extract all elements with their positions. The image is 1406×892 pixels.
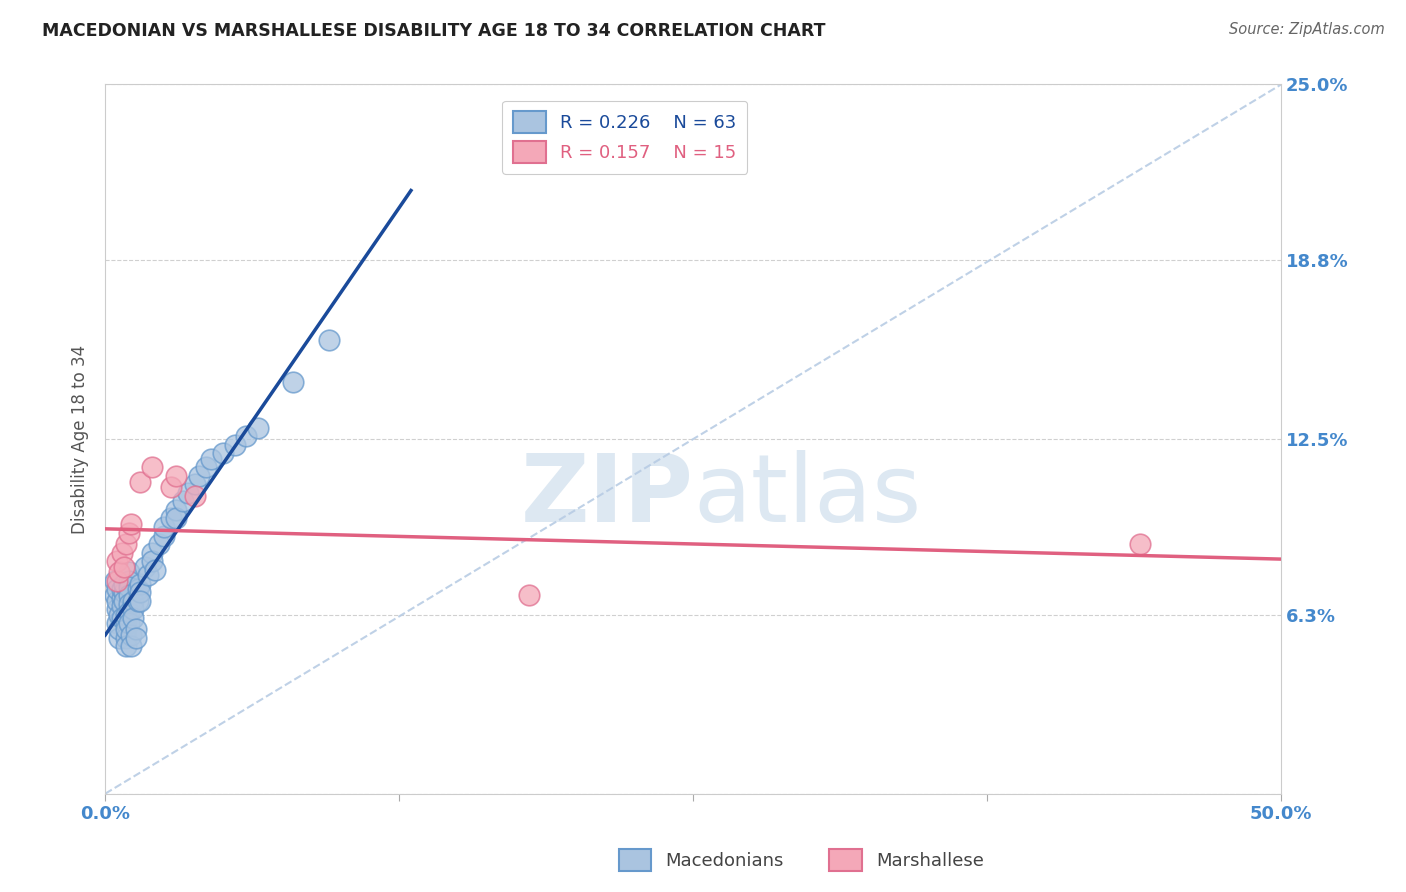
Point [118, 597, 141, 611]
Point [111, 599, 134, 614]
Point [120, 517, 142, 532]
Point [120, 628, 142, 642]
Point [108, 566, 131, 580]
Point [122, 594, 145, 608]
Point [112, 559, 135, 574]
Point [118, 605, 141, 619]
Point [143, 563, 166, 577]
Legend: R = 0.226    N = 63, R = 0.157    N = 15: R = 0.226 N = 63, R = 0.157 N = 15 [502, 101, 747, 174]
Point [118, 525, 141, 540]
Text: atlas: atlas [693, 450, 921, 541]
Point [188, 469, 211, 483]
Point [129, 585, 152, 599]
Point [115, 631, 138, 645]
Point [108, 631, 131, 645]
Point [118, 566, 141, 580]
Point [112, 576, 135, 591]
Point [111, 591, 134, 605]
Point [141, 554, 163, 568]
Point [118, 574, 141, 588]
Point [125, 622, 148, 636]
Point [120, 639, 142, 653]
Point [105, 574, 128, 588]
Point [165, 503, 187, 517]
Point [111, 611, 134, 625]
Point [115, 537, 138, 551]
Point [517, 588, 540, 602]
Point [118, 580, 141, 594]
Point [129, 594, 152, 608]
Point [115, 639, 138, 653]
Point [235, 429, 257, 443]
Text: MACEDONIAN VS MARSHALLESE DISABILITY AGE 18 TO 34 CORRELATION CHART: MACEDONIAN VS MARSHALLESE DISABILITY AGE… [42, 22, 825, 40]
Point [115, 607, 138, 622]
Point [1129, 537, 1152, 551]
Point [108, 607, 131, 622]
Point [176, 486, 198, 500]
Point [183, 477, 205, 491]
Point [224, 438, 246, 452]
Point [108, 622, 131, 636]
Point [115, 622, 138, 636]
Point [160, 480, 183, 494]
Point [111, 545, 134, 559]
Point [122, 602, 145, 616]
Point [118, 616, 141, 631]
Point [105, 602, 128, 616]
Point [165, 469, 187, 483]
Point [211, 446, 233, 460]
Point [105, 594, 128, 608]
Point [125, 631, 148, 645]
Point [148, 537, 170, 551]
Point [112, 594, 135, 608]
Point [127, 582, 149, 597]
Point [160, 511, 183, 525]
Point [153, 520, 176, 534]
Point [105, 554, 128, 568]
Point [104, 588, 127, 602]
Point [127, 594, 149, 608]
Point [122, 611, 145, 625]
Point [112, 585, 135, 599]
Point [195, 460, 218, 475]
Point [247, 420, 270, 434]
Point [172, 494, 194, 508]
Point [105, 616, 128, 631]
Point [118, 588, 141, 602]
Point [115, 616, 138, 631]
Point [141, 545, 163, 559]
Point [153, 528, 176, 542]
Point [141, 460, 163, 475]
Point [111, 582, 134, 597]
Point [200, 451, 222, 466]
Point [129, 576, 152, 591]
Point [283, 376, 305, 390]
Point [129, 475, 152, 489]
Point [165, 511, 187, 525]
Point [105, 582, 128, 597]
Y-axis label: Disability Age 18 to 34: Disability Age 18 to 34 [72, 344, 89, 533]
Point [104, 574, 127, 588]
Text: Source: ZipAtlas.com: Source: ZipAtlas.com [1229, 22, 1385, 37]
Point [134, 559, 156, 574]
Point [318, 333, 340, 347]
Point [183, 489, 205, 503]
Text: ZIP: ZIP [520, 450, 693, 541]
Legend: Macedonians, Marshallese: Macedonians, Marshallese [612, 842, 991, 879]
Point [136, 568, 159, 582]
